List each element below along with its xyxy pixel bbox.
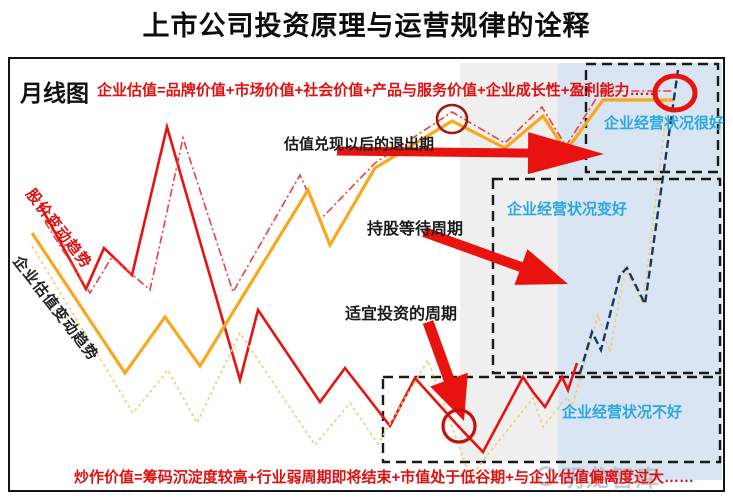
status-label-improving: 企业经营状况变好 <box>507 201 628 218</box>
annotation-exit-period: 估值兑现以后的退出期 <box>284 136 435 153</box>
status-label-very-good: 企业经营状况很好 <box>604 115 725 132</box>
page-title: 上市公司投资原理与运营规律的诠释 <box>142 11 591 41</box>
valuation-formula-text: 企业估值=品牌价值+市场价值+社会价值+产品与服务价值+企业成长性+盈利能力…… <box>97 82 660 99</box>
status-label-bad: 企业经营状况不好 <box>562 404 683 421</box>
speculation-formula-text: 炒作价值=筹码沉淀度较高+行业弱周期即将结束+市值处于低谷期+与企业估值偏离度过… <box>74 469 695 486</box>
annotation-hold-period: 持股等待周期 <box>367 221 464 238</box>
annotation-invest-period: 适宜投资的周期 <box>345 306 458 323</box>
timeframe-label: 月线图 <box>20 80 89 106</box>
